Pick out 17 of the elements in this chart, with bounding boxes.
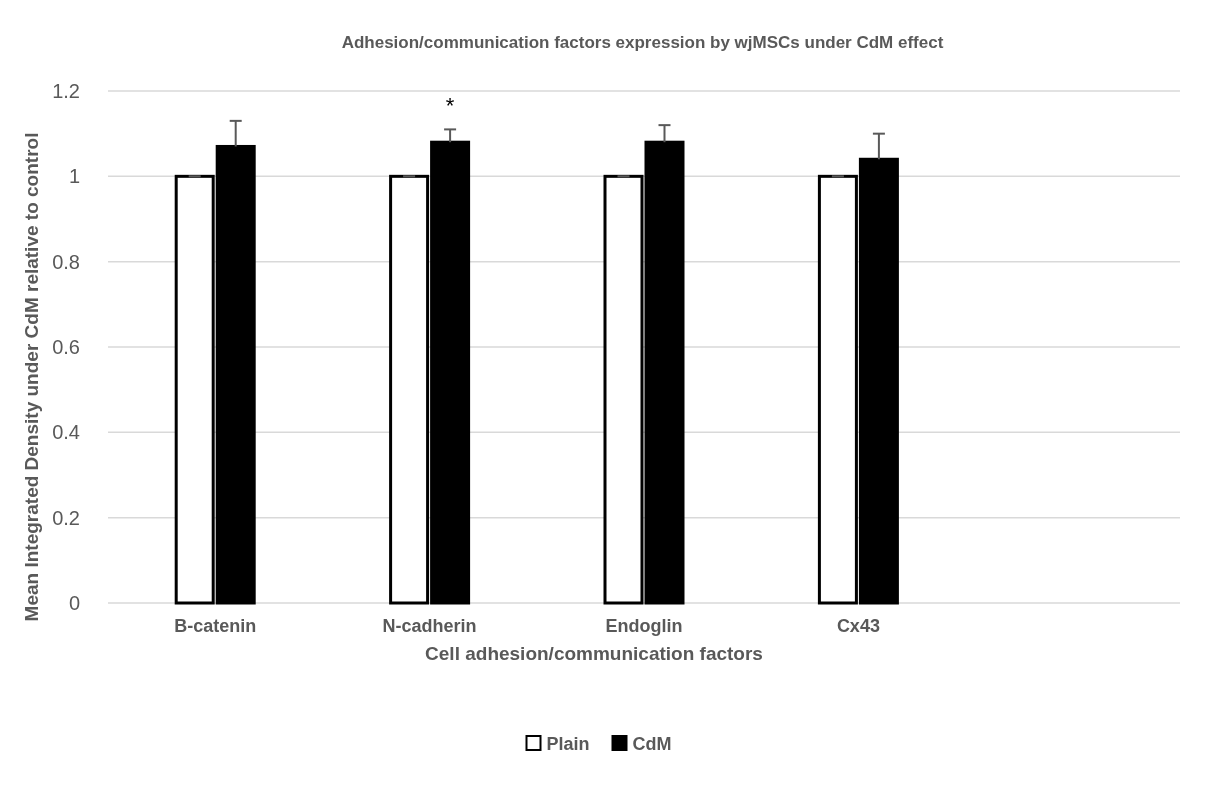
x-tick-label: N-cadherin [382,616,477,636]
legend-label: CdM [632,734,672,754]
y-tick-label: 0.8 [52,250,80,273]
x-axis-title: Cell adhesion/communication factors [425,643,763,664]
x-tick-label: Cx43 [836,616,880,636]
y-tick-label: 1.2 [52,80,80,102]
y-tick-label: 0.4 [52,421,80,444]
x-tick-label: B-catenin [174,616,257,636]
annotation: * [445,93,455,118]
y-tick-label: 0.2 [52,506,80,529]
chart-title: Adhesion/communication factors expression by wjMSCs under CdM effect [341,33,944,52]
y-tick-label: 0.6 [52,336,80,358]
y-axis-title: Mean Integrated Density under CdM relative to control [21,132,42,622]
legend-label: Plain [546,734,590,754]
x-tick-label: Endoglin [605,616,683,636]
y-tick-label: 0 [68,592,80,614]
y-tick-label: 1 [68,165,80,188]
